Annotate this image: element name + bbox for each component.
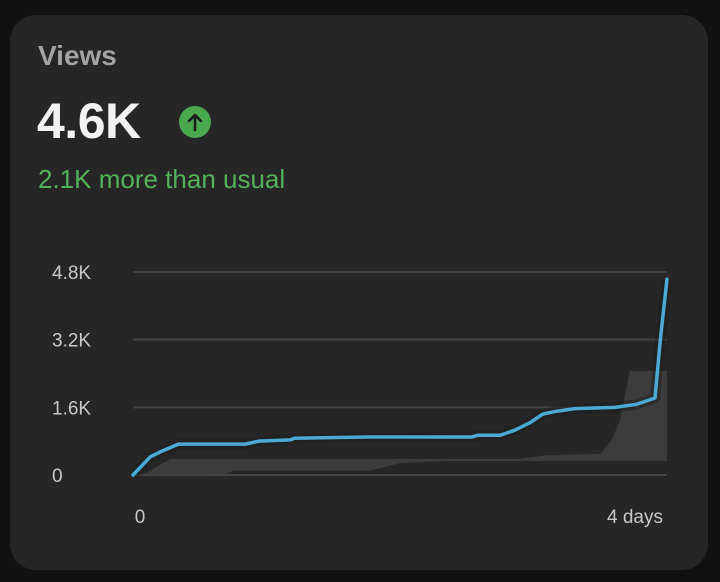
y-tick-label: 4.8K: [52, 263, 91, 284]
y-tick-label: 0: [52, 466, 63, 487]
card-title: Views: [38, 40, 117, 71]
arrow-up-circle-icon: [179, 106, 211, 138]
x-tick-label: 4 days: [607, 507, 663, 528]
x-tick-label: 0: [135, 507, 146, 528]
views-value: 4.6K: [37, 93, 141, 149]
y-tick-label: 3.2K: [52, 331, 91, 352]
usual-range-band: [133, 370, 667, 475]
views-card: [10, 15, 708, 570]
y-tick-label: 1.6K: [52, 398, 91, 419]
views-line: [131, 277, 669, 477]
comparison-text: 2.1K more than usual: [38, 164, 286, 194]
